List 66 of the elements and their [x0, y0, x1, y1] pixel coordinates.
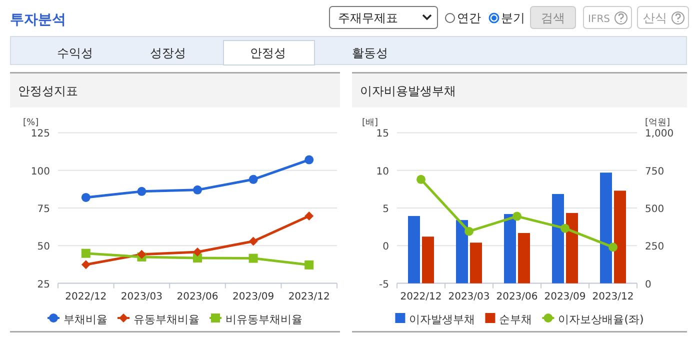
y2-tick-label: 1,000 [645, 128, 674, 140]
y-tick-label: 15 [376, 128, 389, 140]
y-tick-label: 125 [30, 128, 50, 140]
y2-tick-label: 250 [645, 242, 664, 253]
y-tick-label: 0 [382, 242, 389, 253]
x-tick-label: 2023/09 [544, 291, 586, 302]
y-tick-label: 50 [37, 242, 50, 253]
bar [470, 242, 482, 284]
point [137, 186, 146, 196]
point [193, 254, 202, 262]
point [193, 185, 202, 194]
bar [614, 190, 626, 284]
legend-label: 부채비율 [64, 313, 108, 326]
x-tick-label: 2023/09 [232, 291, 274, 302]
x-tick-label: 2023/12 [592, 291, 634, 302]
point [560, 224, 570, 233]
bar [552, 194, 564, 284]
point [304, 155, 314, 164]
bar [456, 220, 468, 284]
legend-label: 비유동부채비율 [226, 313, 302, 326]
point [416, 174, 426, 184]
header: 투자분석 주재무제표 연간 분기 검색 IFRS 산식 수익성 성장성 안정성 활동성 [10, 6, 689, 66]
point [248, 254, 258, 263]
x-tick-label: 2023/06 [176, 291, 218, 302]
y2-tick-label: 500 [645, 204, 664, 215]
y2-axis-title: [억원] [645, 118, 670, 128]
point [608, 242, 618, 252]
y-tick-label: 75 [37, 204, 50, 215]
y-tick-label: 25 [37, 279, 50, 290]
y-axis-title: [배] [362, 118, 378, 128]
x-tick-label: 2023/03 [120, 291, 162, 302]
y-tick-label: 10 [376, 166, 389, 178]
legend-label: 순부채 [499, 313, 532, 326]
bar [566, 212, 578, 284]
point [304, 211, 314, 220]
y-tick-label: 100 [30, 166, 50, 178]
point [248, 236, 258, 246]
point [248, 174, 258, 184]
chart-title: 이자비용발생부채 [360, 84, 456, 98]
chart-title: 안정성지표 [18, 84, 78, 98]
point [81, 248, 90, 258]
point [81, 260, 90, 270]
x-tick-label: 2022/12 [65, 291, 107, 302]
legend-label: 유동부채비율 [134, 313, 200, 326]
bar [422, 236, 434, 284]
bar [518, 233, 530, 284]
y-axis-title: [%] [23, 118, 39, 128]
legend-label: 이자발생부채 [409, 313, 476, 326]
x-tick-label: 2023/12 [288, 291, 330, 302]
point [193, 247, 202, 256]
y-tick-label: -5 [379, 279, 389, 290]
y2-tick-label: 0 [645, 279, 652, 290]
point [464, 226, 474, 236]
point [81, 192, 90, 202]
bar [408, 216, 420, 284]
x-tick-label: 2023/06 [496, 291, 538, 302]
bar [504, 214, 516, 284]
legend-label: 이자보상배율(좌) [558, 313, 644, 326]
point [137, 250, 146, 259]
x-tick-label: 2023/03 [448, 291, 490, 302]
bar [600, 172, 612, 284]
y-tick-label: 5 [382, 204, 389, 215]
point [304, 260, 314, 270]
y2-tick-label: 750 [645, 166, 664, 178]
x-tick-label: 2022/12 [400, 291, 442, 302]
point [512, 212, 522, 221]
